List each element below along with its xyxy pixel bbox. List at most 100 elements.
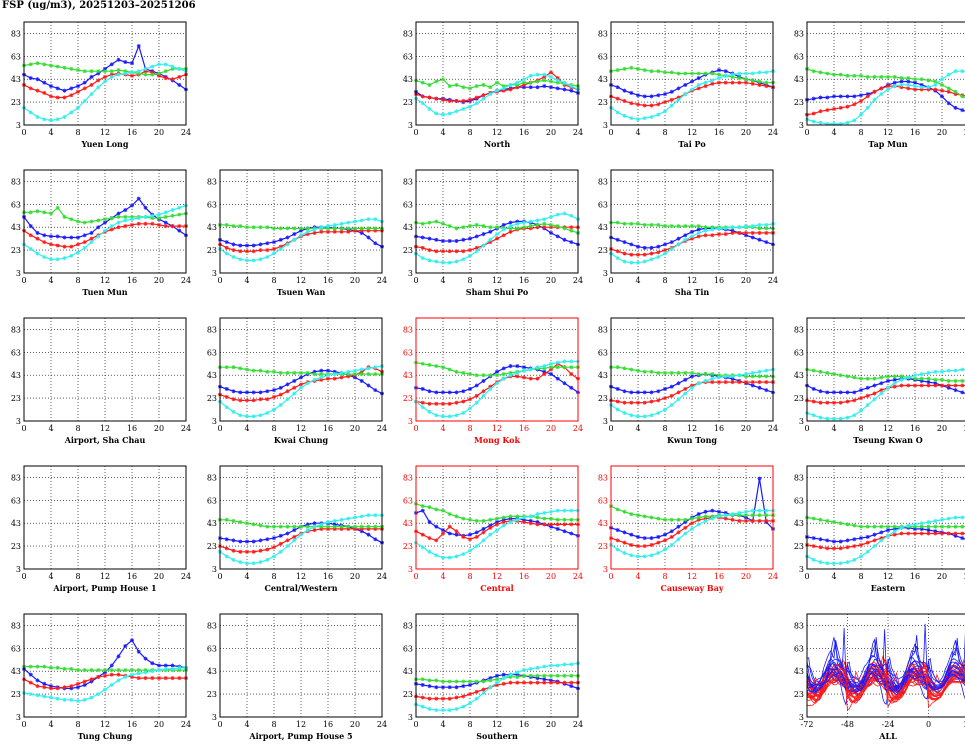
panel-label: Yuen Long: [81, 139, 129, 149]
data-point-green: [696, 71, 701, 76]
data-point-blue: [359, 230, 364, 235]
data-point-red: [346, 229, 351, 234]
data-point-cyan: [245, 414, 249, 419]
data-point-blue: [495, 369, 499, 374]
data-point-cyan: [811, 119, 816, 124]
data-point-red: [251, 398, 256, 403]
data-point-red: [872, 391, 877, 396]
data-point-red: [542, 225, 547, 230]
data-point-cyan: [285, 242, 290, 247]
data-point-cyan: [319, 522, 324, 527]
data-point-green: [468, 679, 472, 684]
data-point-cyan: [690, 526, 694, 531]
data-point-blue: [170, 663, 175, 668]
data-point-green: [919, 524, 924, 529]
data-point-green: [238, 224, 243, 229]
data-point-green: [696, 515, 701, 520]
x-tick-label: 20: [546, 720, 556, 729]
data-point-green: [474, 679, 479, 684]
data-point-blue: [542, 369, 547, 374]
data-point-cyan: [946, 72, 951, 77]
data-point-cyan: [906, 82, 911, 87]
data-point-cyan: [42, 254, 47, 259]
data-point-green: [461, 516, 466, 521]
data-point-blue: [231, 389, 236, 394]
data-point-red: [764, 230, 769, 235]
data-point-green: [278, 524, 283, 529]
data-point-red: [737, 380, 742, 385]
data-point-red: [278, 392, 283, 397]
data-point-green: [542, 366, 547, 371]
data-point-blue: [89, 74, 94, 79]
x-tick-label: 0: [413, 276, 418, 285]
data-point-red: [723, 232, 728, 237]
data-point-blue: [150, 661, 155, 666]
data-point-red: [441, 249, 445, 254]
data-point-red: [892, 532, 897, 537]
data-point-blue: [82, 682, 87, 687]
data-point-cyan: [636, 260, 640, 265]
data-point-red: [838, 105, 843, 110]
data-point-green: [366, 226, 371, 231]
data-point-blue: [818, 537, 823, 542]
data-point-cyan: [495, 680, 499, 685]
data-point-green: [481, 82, 486, 87]
data-point-red: [535, 376, 540, 381]
data-point-red: [522, 375, 526, 380]
data-point-cyan: [723, 513, 728, 518]
data-point-red: [420, 695, 425, 700]
series-line-red: [806, 678, 965, 703]
data-point-cyan: [676, 537, 681, 542]
y-tick-label: 43: [598, 75, 608, 84]
data-point-blue: [130, 638, 134, 643]
panel-frame: [23, 613, 187, 718]
data-point-blue: [82, 80, 87, 85]
y-tick-label: 83: [403, 621, 413, 630]
data-point-cyan: [940, 369, 944, 374]
data-point-cyan: [447, 111, 452, 116]
data-point-blue: [177, 228, 182, 233]
x-tick-label: 16: [127, 276, 137, 285]
data-point-green: [555, 517, 560, 522]
data-point-red: [481, 389, 486, 394]
data-point-red: [615, 249, 620, 254]
data-point-green: [656, 516, 661, 521]
data-point-green: [35, 209, 40, 214]
data-point-blue: [488, 676, 493, 681]
x-tick-label: 20: [741, 572, 751, 581]
panel-frame: [23, 317, 187, 422]
data-point-red: [615, 96, 620, 101]
data-point-blue: [555, 376, 560, 381]
data-point-green: [946, 86, 951, 91]
data-point-green: [764, 226, 769, 231]
data-point-green: [892, 524, 897, 529]
data-point-green: [42, 664, 47, 669]
data-point-blue: [163, 220, 168, 225]
data-point-cyan: [163, 210, 168, 215]
data-point-cyan: [76, 105, 80, 110]
data-point-green: [832, 72, 836, 77]
data-point-cyan: [838, 561, 843, 566]
data-point-green: [319, 524, 324, 529]
data-point-cyan: [474, 400, 479, 405]
data-point-cyan: [838, 121, 843, 126]
data-point-blue: [136, 44, 141, 49]
data-point-green: [353, 524, 357, 529]
data-point-blue: [265, 389, 270, 394]
data-point-red: [737, 518, 742, 523]
data-point-red: [35, 236, 40, 241]
data-point-blue: [454, 238, 459, 243]
data-point-cyan: [899, 525, 904, 530]
data-point-cyan: [764, 222, 769, 227]
data-point-blue: [251, 390, 256, 395]
data-point-cyan: [278, 402, 283, 407]
data-point-green: [454, 369, 459, 374]
data-point-green: [278, 226, 283, 231]
data-point-red: [224, 546, 229, 551]
data-point-blue: [865, 92, 870, 97]
data-point-blue: [69, 86, 74, 91]
data-point-cyan: [569, 508, 574, 513]
data-point-red: [522, 82, 526, 87]
